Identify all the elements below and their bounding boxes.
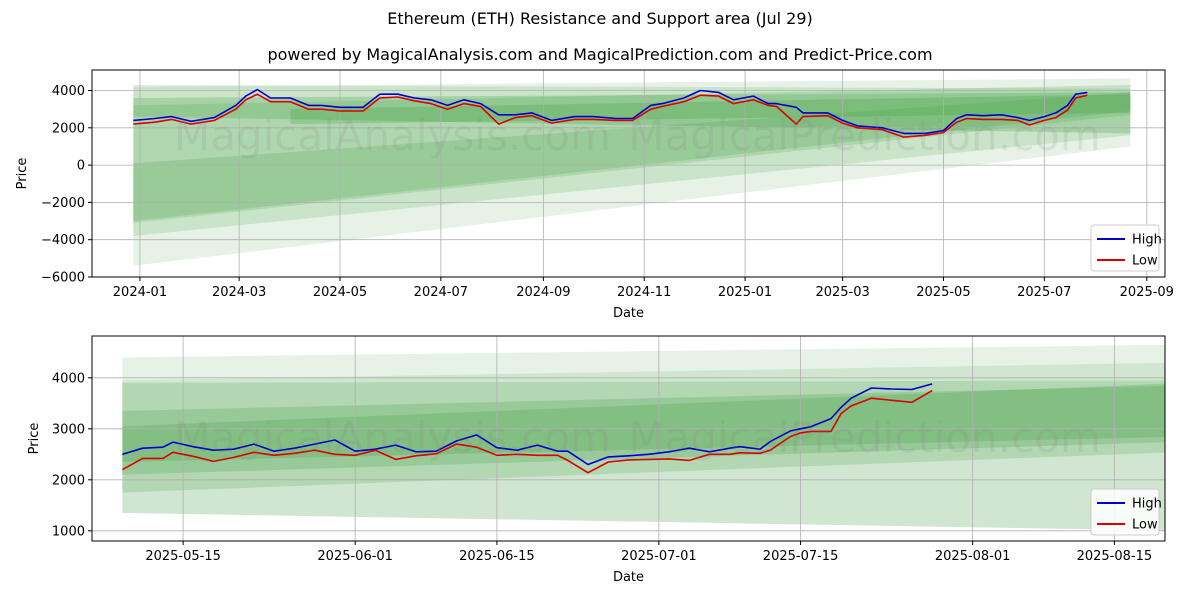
- y-axis-label: Price: [15, 158, 30, 190]
- legend-label-low: Low: [1132, 518, 1158, 533]
- chart-panel-2: MagicalAnalysis.com MagicalPrediction.com…: [27, 335, 1166, 585]
- support-resistance-band: [122, 380, 1165, 493]
- x-tick-label: 2025-05-15: [145, 549, 221, 564]
- x-tick-label: 2025-06-15: [459, 549, 535, 564]
- axes-frame: [91, 69, 1166, 278]
- y-tick-label: −4000: [41, 233, 85, 248]
- x-tick-label: 2024-05: [313, 285, 367, 300]
- support-resistance-band: [122, 385, 1165, 475]
- x-tick-label: 2025-07: [1017, 285, 1071, 300]
- legend-label-low: Low: [1132, 254, 1158, 269]
- support-resistance-band: [122, 344, 1165, 531]
- x-tick-label: 2025-06-01: [317, 549, 393, 564]
- support-resistance-band: [122, 383, 1165, 462]
- x-tick-label: 2025-01: [718, 285, 772, 300]
- support-resistance-band: [133, 92, 1131, 134]
- watermark-text: MagicalAnalysis.com: [174, 413, 611, 462]
- x-tick-label: 2025-07-15: [763, 549, 839, 564]
- x-tick-label: 2025-07-01: [621, 549, 697, 564]
- chart-subtitle: powered by MagicalAnalysis.com and Magic…: [267, 45, 933, 64]
- axes-frame: [91, 335, 1166, 542]
- support-resistance-band: [122, 362, 1165, 531]
- support-resistance-band: [133, 92, 1131, 222]
- y-tick-label: 2000: [52, 473, 85, 488]
- y-tick-label: 0: [77, 159, 85, 174]
- support-resistance-band: [133, 84, 1131, 236]
- y-tick-label: −6000: [41, 271, 85, 286]
- series-line-low: [122, 389, 933, 474]
- legend: High Low: [1090, 488, 1162, 536]
- x-tick-label: 2024-09: [516, 285, 570, 300]
- watermark-text: MagicalAnalysis.com: [174, 111, 611, 160]
- support-resistance-band: [133, 78, 1131, 266]
- x-tick-label: 2024-01: [113, 285, 167, 300]
- y-tick-label: 3000: [52, 422, 85, 437]
- series-line-high: [122, 383, 933, 466]
- series-line-low: [133, 93, 1088, 138]
- chart-panel-1: MagicalAnalysis.com MagicalPrediction.com…: [15, 69, 1174, 321]
- y-tick-label: 2000: [52, 121, 85, 136]
- support-resistance-band: [133, 84, 1131, 223]
- y-tick-label: 4000: [52, 371, 85, 386]
- plot-area: [92, 70, 1165, 277]
- x-tick-label: 2025-03: [815, 285, 869, 300]
- chart-title: Ethereum (ETH) Resistance and Support ar…: [387, 9, 813, 28]
- plot-area: [92, 336, 1165, 541]
- support-resistance-band: [290, 94, 1131, 125]
- y-axis-label: Price: [27, 423, 42, 455]
- x-tick-label: 2025-08-15: [1077, 549, 1153, 564]
- legend: High Low: [1090, 224, 1162, 272]
- watermark-text: MagicalPrediction.com: [628, 111, 1101, 160]
- y-tick-label: −2000: [41, 196, 85, 211]
- legend-label-high: High: [1132, 497, 1162, 512]
- x-tick-label: 2024-07: [414, 285, 468, 300]
- legend-label-high: High: [1132, 233, 1162, 248]
- x-axis-label: Date: [613, 306, 644, 321]
- x-tick-label: 2024-03: [212, 285, 266, 300]
- watermark-text: MagicalPrediction.com: [628, 413, 1101, 462]
- y-tick-label: 4000: [52, 84, 85, 99]
- x-tick-label: 2025-09: [1120, 285, 1174, 300]
- x-tick-label: 2024-11: [617, 285, 671, 300]
- x-tick-label: 2025-08-01: [935, 549, 1011, 564]
- x-tick-label: 2025-05: [916, 285, 970, 300]
- x-axis-label: Date: [613, 570, 644, 585]
- series-line-high: [133, 88, 1088, 135]
- y-tick-label: 1000: [52, 524, 85, 539]
